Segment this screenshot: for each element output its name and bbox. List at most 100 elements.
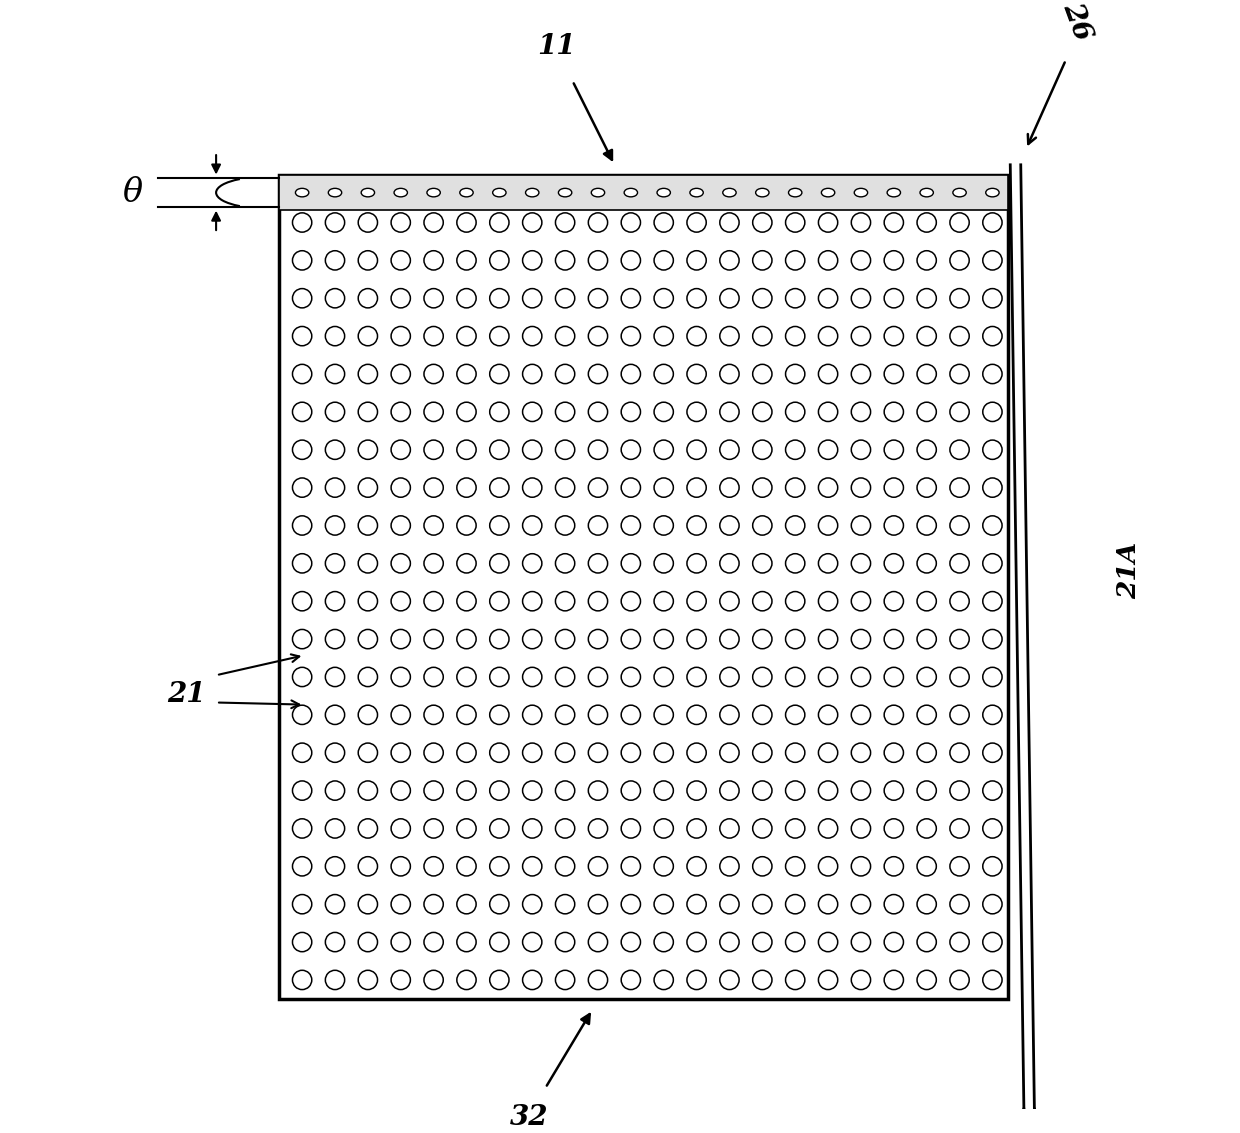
Circle shape [358,289,377,308]
Circle shape [653,630,673,649]
Circle shape [818,440,838,459]
Circle shape [556,440,575,459]
Circle shape [653,289,673,308]
Circle shape [818,478,838,497]
Circle shape [490,440,508,459]
Ellipse shape [624,188,637,197]
Circle shape [456,932,476,952]
Circle shape [522,781,542,800]
Circle shape [950,213,970,232]
Ellipse shape [427,188,440,197]
Circle shape [522,213,542,232]
Circle shape [719,440,739,459]
Circle shape [621,326,641,346]
Circle shape [293,554,311,573]
Circle shape [918,630,936,649]
Circle shape [687,554,707,573]
Circle shape [325,705,345,724]
Circle shape [490,932,508,952]
Circle shape [588,591,608,611]
Circle shape [621,667,641,687]
Circle shape [325,365,345,384]
Circle shape [950,857,970,876]
Circle shape [852,440,870,459]
Circle shape [753,250,773,270]
Circle shape [456,554,476,573]
Ellipse shape [887,188,900,197]
Circle shape [293,591,311,611]
Circle shape [786,630,805,649]
Circle shape [424,667,443,687]
Circle shape [588,402,608,421]
Circle shape [753,591,773,611]
Circle shape [391,213,410,232]
Circle shape [950,819,970,838]
Circle shape [818,857,838,876]
Circle shape [456,402,476,421]
Circle shape [950,478,970,497]
Circle shape [884,365,904,384]
Circle shape [653,516,673,535]
Circle shape [884,705,904,724]
Circle shape [588,932,608,952]
Circle shape [391,932,410,952]
Circle shape [621,932,641,952]
Circle shape [325,289,345,308]
Circle shape [719,743,739,763]
Circle shape [456,819,476,838]
Circle shape [753,478,773,497]
Circle shape [719,705,739,724]
Circle shape [719,781,739,800]
Circle shape [753,743,773,763]
Circle shape [687,591,707,611]
Circle shape [293,667,311,687]
Circle shape [753,781,773,800]
Circle shape [786,213,805,232]
Circle shape [983,213,1002,232]
Circle shape [424,819,443,838]
Circle shape [391,705,410,724]
Ellipse shape [361,188,374,197]
Text: 21A: 21A [1116,542,1141,599]
Circle shape [884,857,904,876]
Circle shape [490,402,508,421]
Circle shape [818,932,838,952]
Circle shape [687,705,707,724]
Circle shape [818,743,838,763]
Circle shape [918,667,936,687]
Circle shape [456,440,476,459]
Bar [279,176,1008,999]
Circle shape [653,365,673,384]
Circle shape [983,630,1002,649]
Circle shape [753,289,773,308]
Circle shape [621,857,641,876]
Circle shape [719,932,739,952]
Circle shape [786,781,805,800]
Circle shape [456,895,476,914]
Circle shape [852,630,870,649]
Circle shape [719,591,739,611]
Circle shape [852,478,870,497]
Circle shape [358,743,377,763]
Circle shape [818,402,838,421]
Circle shape [490,365,508,384]
Circle shape [950,326,970,346]
Circle shape [556,554,575,573]
Circle shape [588,819,608,838]
Circle shape [983,970,1002,989]
Ellipse shape [492,188,506,197]
Circle shape [325,970,345,989]
Circle shape [358,250,377,270]
Circle shape [490,743,508,763]
Circle shape [918,440,936,459]
Circle shape [918,213,936,232]
Circle shape [753,932,773,952]
Circle shape [852,516,870,535]
Circle shape [653,213,673,232]
Circle shape [687,819,707,838]
Circle shape [490,895,508,914]
Circle shape [818,819,838,838]
Circle shape [391,895,410,914]
Circle shape [687,478,707,497]
Circle shape [490,630,508,649]
